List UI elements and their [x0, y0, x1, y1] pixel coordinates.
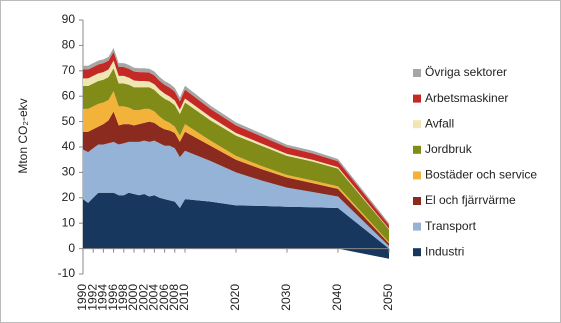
legend-label: Transport — [425, 219, 477, 233]
y-tick-label: 70 — [62, 63, 76, 77]
x-tick-label: 2004 — [147, 284, 161, 311]
legend-swatch — [413, 69, 421, 77]
x-tick-label: 2040 — [330, 284, 344, 311]
y-tick-label: 80 — [62, 38, 76, 52]
x-tick-label: 1998 — [116, 284, 130, 311]
area — [83, 68, 389, 243]
y-tick-label: 90 — [62, 12, 76, 26]
legend-swatch — [413, 120, 421, 129]
legend-label: Bostäder och service — [425, 168, 537, 182]
x-tick-label: 1992 — [85, 284, 99, 311]
y-tick-label: 60 — [62, 88, 76, 102]
legend-swatch — [413, 171, 421, 180]
y-tick-label: 20 — [62, 190, 76, 204]
legend: Industri Transport El och fjärrvärme Bostäd… — [413, 65, 537, 258]
legend-swatch — [413, 197, 421, 205]
legend-swatch — [413, 94, 421, 103]
x-tick-label: 2050 — [381, 284, 395, 311]
x-tick-label: 2030 — [279, 284, 293, 311]
legend-label: Jordbruk — [425, 142, 473, 156]
area — [83, 192, 389, 259]
legend-label: Övriga sektorer — [425, 65, 507, 79]
area — [83, 140, 389, 249]
x-tick-label: 2002 — [136, 284, 150, 311]
y-tick-label: 0 — [68, 241, 75, 255]
x-tick-label: 1994 — [96, 284, 110, 311]
legend-label: Industri — [425, 244, 464, 258]
y-tick-label: 50 — [62, 114, 76, 128]
legend-swatch — [413, 145, 421, 154]
x-tick-label: 1996 — [106, 284, 120, 311]
legend-label: Arbetsmaskiner — [425, 91, 508, 105]
x-tick-label: 2020 — [228, 284, 242, 311]
legend-label: Avfall — [425, 116, 454, 130]
x-tick-label: 2000 — [126, 284, 140, 311]
y-tick-label: -10 — [58, 266, 76, 280]
area — [83, 111, 389, 247]
x-tick-label: 2008 — [167, 284, 181, 311]
x-tick-label: 2010 — [177, 284, 191, 311]
area — [83, 91, 389, 244]
y-tick-label: 10 — [62, 215, 76, 229]
y-tick-label: 40 — [62, 139, 76, 153]
legend-swatch — [413, 222, 421, 231]
y-axis-label: Mton CO₂-ekv — [16, 98, 30, 173]
x-tick-label: 1990 — [75, 284, 89, 311]
legend-swatch — [413, 248, 421, 257]
legend-label: El och fjärrvärme — [425, 193, 516, 207]
y-tick-label: 30 — [62, 165, 76, 179]
x-tick-label: 2006 — [157, 284, 171, 311]
